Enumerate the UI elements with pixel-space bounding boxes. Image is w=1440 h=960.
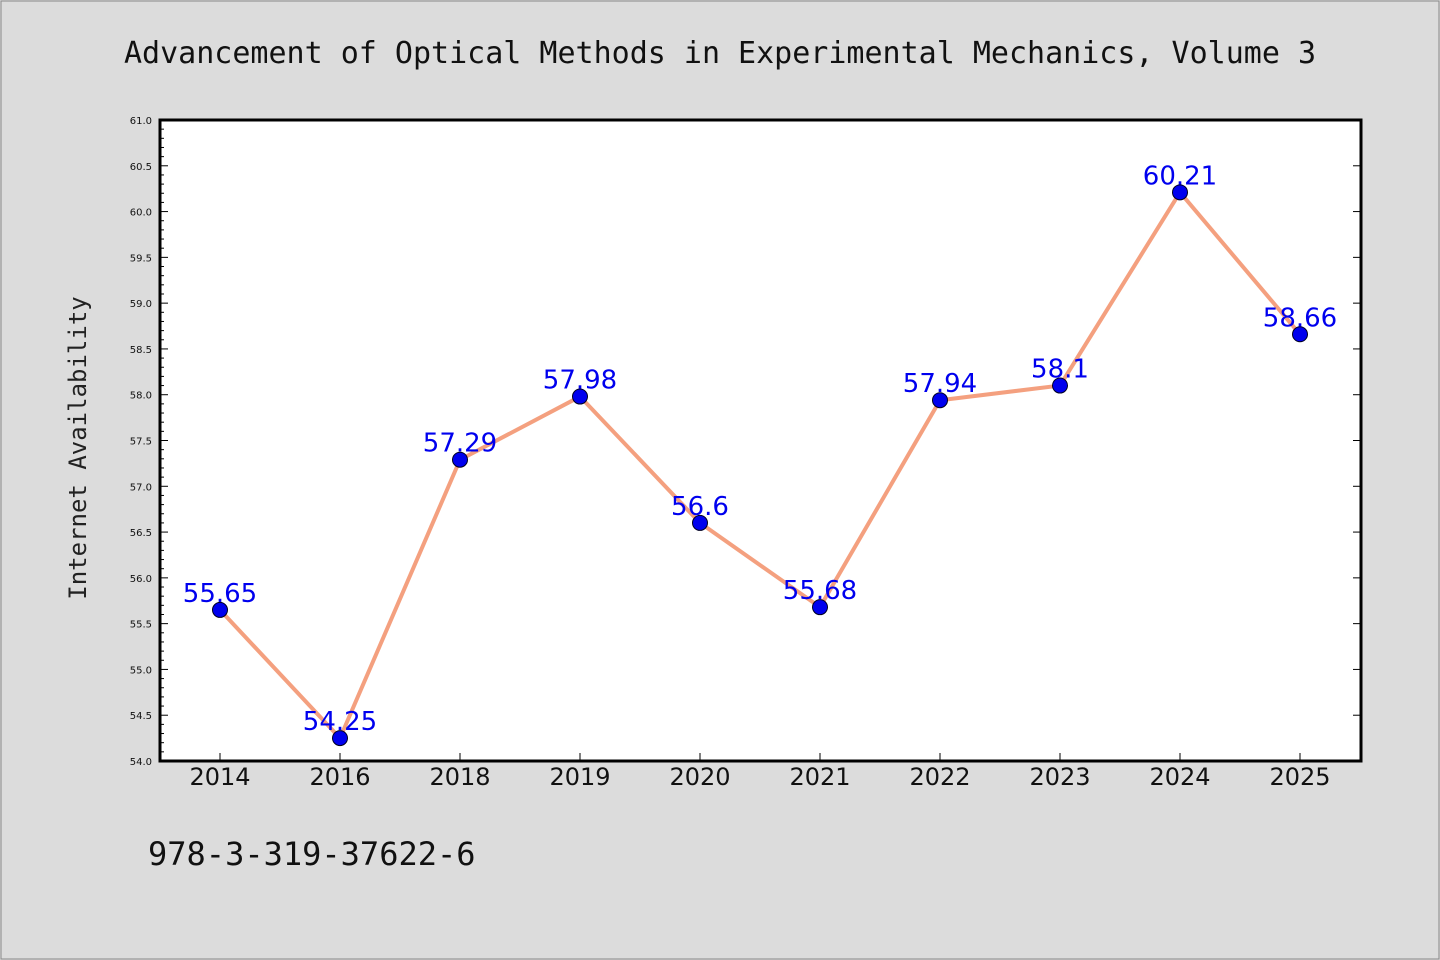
data-label: 58.1 [1031, 355, 1089, 385]
x-tick-label: 2018 [429, 763, 490, 791]
marker-layer [212, 184, 1308, 747]
data-point [1292, 326, 1308, 343]
y-tick-label: 55.5 [130, 620, 152, 631]
data-label: 54.25 [303, 707, 377, 737]
x-tick-label: 2024 [1149, 763, 1210, 791]
plot-frame [158, 118, 1363, 763]
data-point [932, 392, 948, 409]
data-label: 57.94 [903, 369, 977, 399]
x-tick-label: 2020 [669, 763, 730, 791]
y-tick-label: 58.0 [130, 391, 152, 402]
data-label: 58.66 [1263, 303, 1337, 333]
x-tick-label: 2016 [309, 763, 370, 791]
data-label-layer: 55.65 54.25 57.29 57.98 56.6 55.68 57.94 58.1 60… [183, 161, 1337, 737]
x-tick-label: 2022 [909, 763, 970, 791]
data-point [692, 514, 708, 531]
series-line [218, 190, 1302, 741]
data-label: 57.98 [543, 366, 617, 396]
x-tick-label: 2023 [1029, 763, 1090, 791]
y-tick-label: 57.0 [130, 482, 152, 493]
y-axis-label: Internet Availability [64, 296, 92, 599]
y-tick-label: 60.0 [130, 208, 152, 219]
y-tick-label: 54.0 [130, 757, 152, 768]
isbn-footer: 978-3-319-37622-6 [148, 835, 476, 873]
data-point [812, 599, 828, 616]
data-label: 55.65 [183, 579, 257, 609]
data-label: 56.6 [671, 492, 729, 522]
y-tick-label: 56.0 [130, 574, 152, 585]
data-point [1172, 184, 1188, 201]
x-tick-label: 2014 [189, 763, 250, 791]
chart-title: Advancement of Optical Methods in Experi… [124, 36, 1316, 71]
plot-area [160, 120, 1361, 761]
data-point [332, 730, 348, 747]
y-tick-label: 59.5 [130, 253, 152, 264]
y-tick-label: 60.5 [130, 162, 152, 173]
x-tick-label: 2021 [789, 763, 850, 791]
y-tick-label: 59.0 [130, 299, 152, 310]
data-label: 57.29 [423, 429, 497, 459]
y-tick-label: 61.0 [130, 116, 152, 127]
data-point [212, 601, 228, 618]
y-tick-label: 55.0 [130, 665, 152, 676]
y-tick-label: 58.5 [130, 345, 152, 356]
data-point [572, 388, 588, 405]
x-tick-label: 2025 [1269, 763, 1330, 791]
x-tick-label: 2019 [549, 763, 610, 791]
series-line-layer [218, 190, 1302, 741]
y-tick-label: 56.5 [130, 528, 152, 539]
x-axis: 2014 2016 2018 2019 2020 2021 2022 2023 2024 2025 [189, 753, 1331, 791]
data-point [452, 451, 468, 468]
data-label: 60.21 [1143, 161, 1217, 191]
y-tick-label: 57.5 [130, 437, 152, 448]
data-label: 55.68 [783, 576, 857, 606]
y-tick-label: 54.5 [130, 711, 152, 722]
data-point [1052, 377, 1068, 394]
